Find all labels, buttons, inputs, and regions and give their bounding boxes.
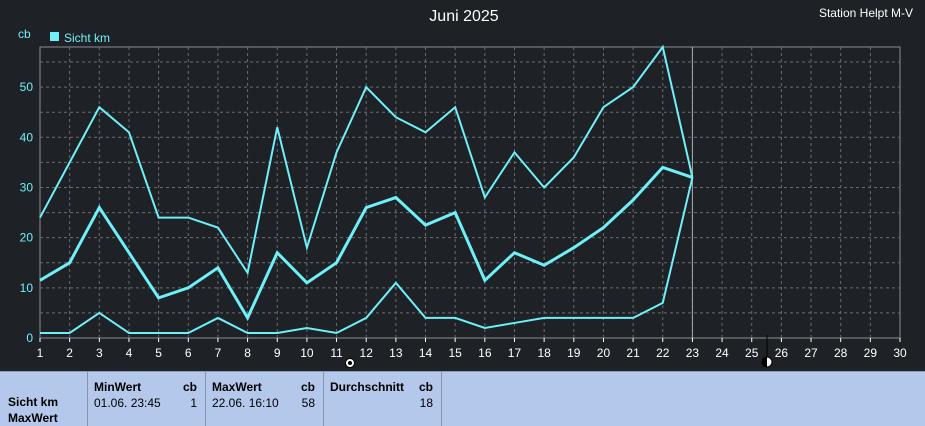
series-line-min <box>40 177 694 335</box>
stats-col-average: Durchschnitt cb 18 <box>324 372 442 426</box>
y-tick-label: 10 <box>20 281 34 295</box>
x-tick-label: 9 <box>274 346 281 360</box>
x-tick-label: 7 <box>215 346 222 360</box>
col-unit: cb <box>182 380 197 394</box>
x-tick-label: 21 <box>626 346 640 360</box>
moon-phase-icon <box>345 358 355 368</box>
col-header: Durchschnitt <box>330 380 405 394</box>
x-tick-label: 17 <box>508 346 522 360</box>
col-unit: cb <box>300 380 315 394</box>
stats-table: Sicht km MaxWert MinWert cb 01.06. 23:45… <box>0 371 925 426</box>
col-header: MaxWert <box>212 380 262 394</box>
x-tick-label: 3 <box>96 346 103 360</box>
x-tick-label: 22 <box>656 346 670 360</box>
x-tick-label: 2 <box>66 346 73 360</box>
x-tick-label: 18 <box>537 346 551 360</box>
x-tick-label: 4 <box>126 346 133 360</box>
col-unit: cb <box>418 380 433 394</box>
visibility-chart: Juni 2025 Station Helpt M-V cb Sicht km … <box>18 6 913 368</box>
col-value: 18 <box>419 396 433 410</box>
x-axis-ticks: 1 2 3 4 5 6 7 8 9 10 11 12 13 14 15 16 17 18 19 20 21 22 23 24 2… <box>37 338 907 360</box>
x-tick-label: 30 <box>893 346 907 360</box>
grid-lines <box>40 47 900 338</box>
x-tick-label: 12 <box>360 346 374 360</box>
x-tick-label: 1 <box>37 346 44 360</box>
y-tick-label: 30 <box>20 180 34 194</box>
col-date: 01.06. 23:45 <box>94 396 161 410</box>
chart-title: Juni 2025 <box>429 8 498 25</box>
col-header: MinWert <box>94 380 142 394</box>
plot-frame <box>39 46 901 339</box>
legend-swatch <box>50 32 59 41</box>
stats-col-min: MinWert cb 01.06. 23:45 1 <box>88 372 206 426</box>
x-tick-label: 29 <box>864 346 878 360</box>
x-tick-label: 26 <box>775 346 789 360</box>
col-date: 22.06. 16:10 <box>212 396 279 410</box>
y-tick-label: 20 <box>20 231 34 245</box>
y-axis-unit: cb <box>18 27 31 41</box>
series-line-mean <box>39 165 693 322</box>
x-tick-label: 25 <box>745 346 759 360</box>
x-tick-label: 24 <box>715 346 729 360</box>
col-value: 58 <box>301 396 315 410</box>
x-tick-label: 11 <box>330 346 343 360</box>
x-tick-label: 16 <box>478 346 492 360</box>
x-tick-label: 20 <box>597 346 611 360</box>
x-tick-label: 14 <box>419 346 433 360</box>
y-tick-label: 40 <box>20 130 34 144</box>
x-tick-label: 6 <box>185 346 192 360</box>
x-tick-label: 27 <box>804 346 818 360</box>
x-tick-label: 8 <box>244 346 251 360</box>
series-line-max <box>39 44 694 276</box>
x-tick-label: 23 <box>686 346 700 360</box>
row-label-sicht: Sicht km <box>8 395 59 409</box>
station-name: Station Helpt M-V <box>819 6 913 20</box>
stats-col-max: MaxWert cb 22.06. 16:10 58 <box>206 372 324 426</box>
series-lines <box>39 44 694 335</box>
y-tick-label: 50 <box>20 80 34 94</box>
x-tick-label: 10 <box>300 346 314 360</box>
stats-row-label: Sicht km MaxWert <box>0 372 88 426</box>
y-axis-ticks: 0 10 20 30 40 50 <box>20 80 34 345</box>
row-label-maxwert: MaxWert <box>8 411 58 425</box>
x-tick-label: 5 <box>155 346 162 360</box>
x-tick-label: 19 <box>567 346 581 360</box>
col-value: 1 <box>190 396 197 410</box>
x-tick-label: 13 <box>389 346 403 360</box>
y-tick-label: 0 <box>26 331 33 345</box>
x-tick-label: 28 <box>834 346 848 360</box>
moon-phase-icon <box>761 335 773 368</box>
x-tick-label: 15 <box>448 346 462 360</box>
legend-label: Sicht km <box>64 31 110 45</box>
